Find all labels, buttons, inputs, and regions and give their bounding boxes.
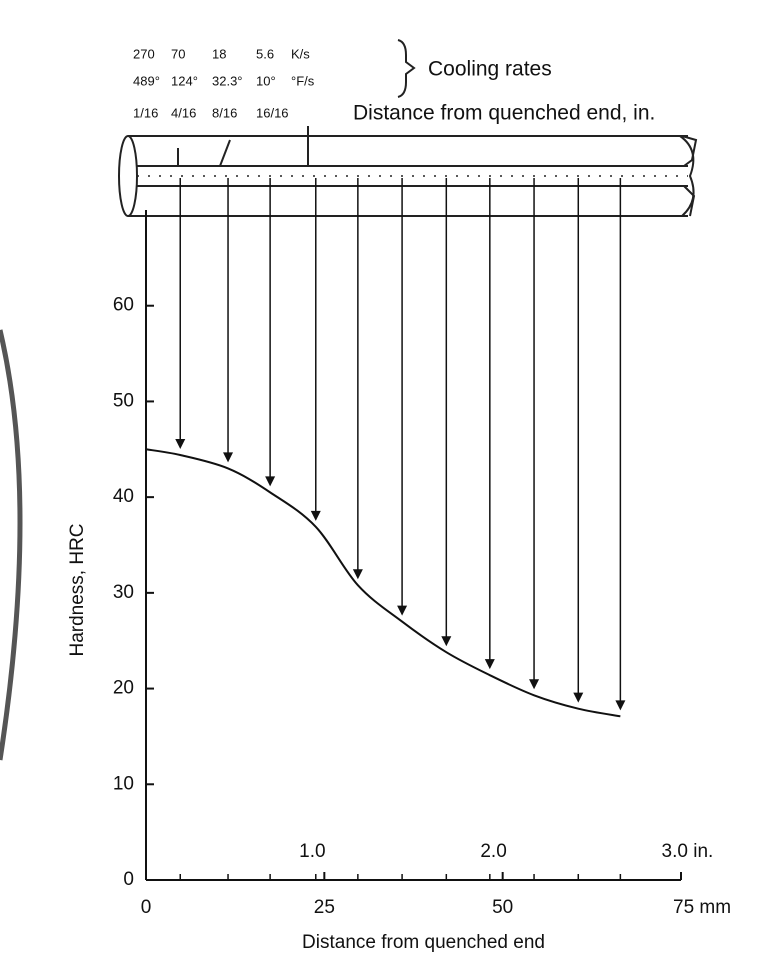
arrow-head	[484, 659, 495, 670]
arrow-head	[265, 476, 276, 487]
y-tick-label: 0	[123, 869, 134, 890]
arrow-head	[573, 692, 584, 703]
cooling-rate-cell: K/s	[291, 46, 310, 61]
y-tick-label: 40	[113, 486, 134, 507]
x2-tick-label: 2.0	[480, 841, 506, 862]
x-tick-label: 25	[314, 897, 335, 918]
arrow-head	[352, 569, 363, 580]
cooling-rate-cell: 8/16	[212, 105, 237, 120]
y-tick-label: 60	[113, 295, 134, 316]
specimen	[118, 39, 698, 217]
y-tick-label: 30	[113, 582, 134, 603]
cooling-rate-cell: 4/16	[171, 105, 196, 120]
x2-tick-label: 3.0 in.	[662, 841, 714, 862]
cooling-rate-cell: 124°	[171, 73, 198, 88]
cooling-rate-cell: 489°	[133, 73, 160, 88]
cooling-rate-cell: 32.3°	[212, 73, 243, 88]
cooling-rate-cell: 18	[212, 46, 226, 61]
x-axis-label: Distance from quenched end	[302, 932, 545, 953]
arrow-head	[529, 679, 540, 690]
cooling-rate-cell: 270	[133, 46, 155, 61]
cooling-rates-label: Cooling rates	[428, 58, 552, 81]
arrow-head	[223, 452, 234, 463]
y-tick-label: 10	[113, 773, 134, 794]
y-tick-label: 50	[113, 390, 134, 411]
cooling-rate-cell: 10°	[256, 73, 276, 88]
hardness-curve	[145, 448, 621, 718]
x-tick-label: 50	[492, 897, 513, 918]
arrow-head	[615, 700, 626, 711]
arrow-head	[441, 636, 452, 647]
cooling-rate-cell: °F/s	[291, 73, 315, 88]
distance-in-label: Distance from quenched end, in.	[353, 102, 655, 125]
arrow-head	[175, 439, 186, 450]
cooling-rate-cell: 5.6	[256, 46, 274, 61]
x-tick-label: 0	[141, 897, 152, 918]
cooling-rate-cell: 16/16	[256, 105, 289, 120]
arrow-head	[310, 510, 321, 521]
x2-tick-label: 1.0	[299, 841, 325, 862]
cropped-arc	[0, 329, 23, 761]
y-axis-label: Hardness, HRC	[67, 523, 88, 656]
arrow-head	[397, 605, 408, 616]
x-tick-label: 75 mm	[673, 897, 731, 918]
cooling-rate-cell: 1/16	[133, 105, 158, 120]
y-tick-label: 20	[113, 678, 134, 699]
cooling-rate-cell: 70	[171, 46, 185, 61]
